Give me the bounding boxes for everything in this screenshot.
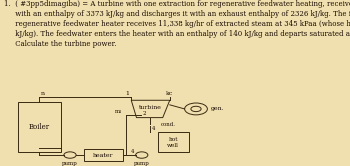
Text: hot
well: hot well xyxy=(167,137,179,148)
Text: cond.: cond. xyxy=(161,122,176,127)
Text: heater: heater xyxy=(93,153,113,158)
Text: n: n xyxy=(41,91,45,96)
Bar xyxy=(158,132,189,152)
Text: Boiler: Boiler xyxy=(29,123,50,131)
Text: 4: 4 xyxy=(151,126,155,131)
Text: 4: 4 xyxy=(131,149,135,154)
Text: pump: pump xyxy=(134,161,150,166)
Bar xyxy=(18,102,61,152)
Bar xyxy=(84,149,122,161)
Text: kc: kc xyxy=(166,91,173,96)
Text: 2: 2 xyxy=(143,111,146,116)
Text: gen.: gen. xyxy=(211,106,224,111)
Text: turbine: turbine xyxy=(139,105,162,110)
Text: pump: pump xyxy=(62,161,78,166)
Text: 1.  ( #3pp5dimagiba) = A turbine with one extraction for regenerative feedwater : 1. ( #3pp5dimagiba) = A turbine with one… xyxy=(4,0,350,48)
Text: 1: 1 xyxy=(126,91,130,96)
Text: m₁: m₁ xyxy=(115,109,122,114)
